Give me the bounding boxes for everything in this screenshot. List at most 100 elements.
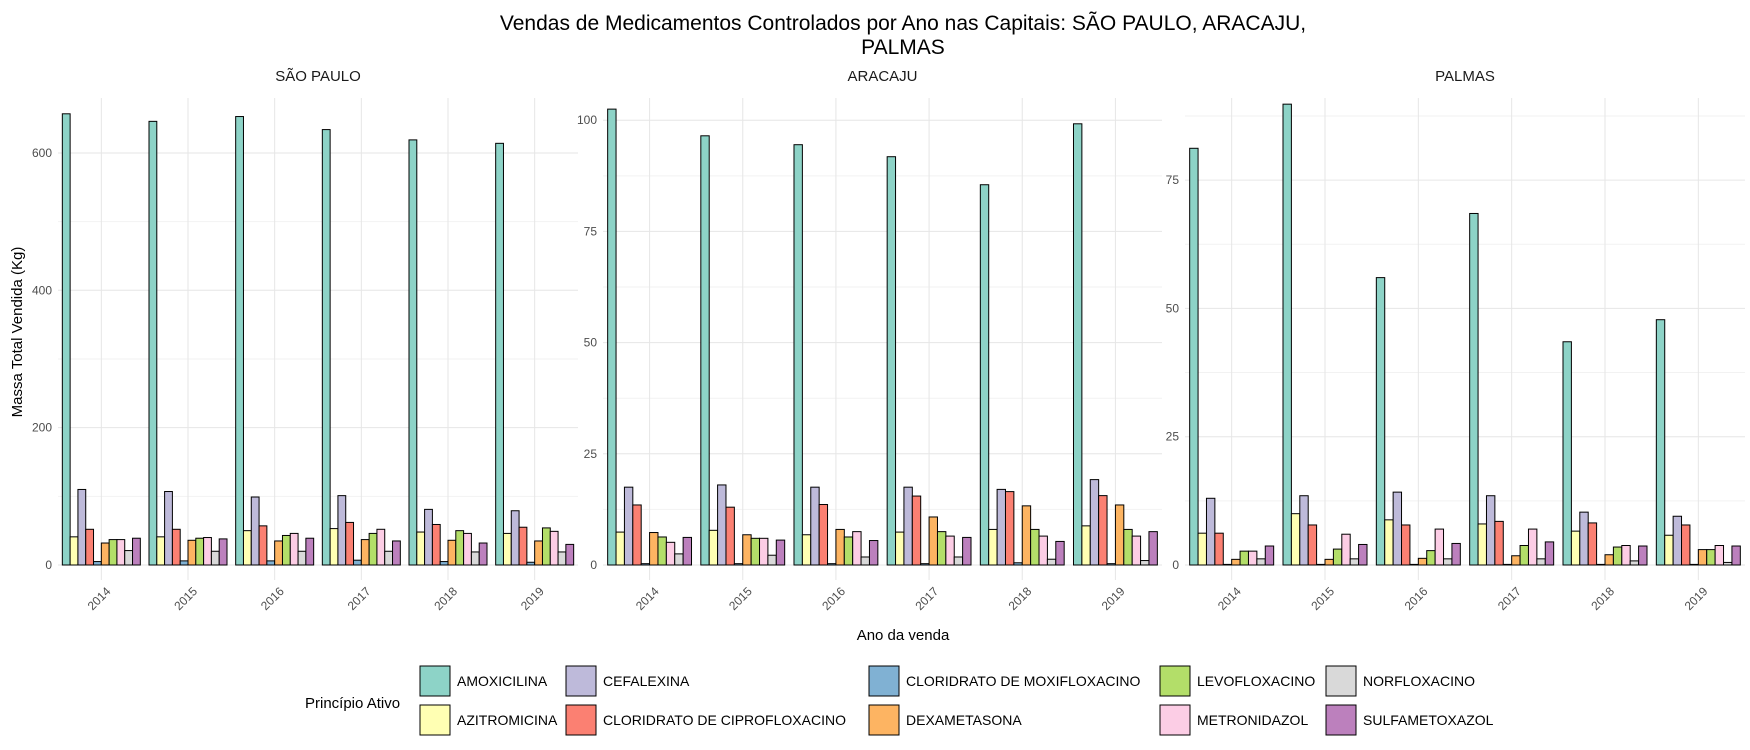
legend-swatch-amoxicilina: [419, 665, 451, 697]
bar-sao-paulo-2015-cloridrato-de-moxifloxacino: [179, 560, 189, 566]
x-tick-label: 2017: [1495, 584, 1524, 613]
bar-palmas-2014-dexametasona: [1231, 558, 1241, 566]
bar-palmas-2018-norfloxacino: [1629, 560, 1640, 566]
legend-swatch-cloridrato-de-ciprofloxacino: [565, 704, 597, 736]
bar-aracaju-2018-cloridrato-de-ciprofloxacino: [1004, 491, 1015, 566]
bar-palmas-2019-amoxicilina: [1655, 319, 1666, 566]
y-tick-label: 600: [32, 146, 52, 160]
bar-palmas-2019-azitromicina: [1664, 534, 1674, 566]
bar-aracaju-2018-azitromicina: [988, 528, 998, 566]
bar-sao-paulo-2014-cloridrato-de-moxifloxacino: [93, 561, 102, 566]
bar-palmas-2018-levofloxacino: [1612, 546, 1623, 566]
bar-aracaju-2014-dexametasona: [649, 532, 659, 566]
bar-palmas-2017-cefalexina: [1485, 495, 1496, 566]
y-axis-label: Massa Total Vendida (Kg): [9, 247, 26, 418]
bar-sao-paulo-2015-levofloxacino: [195, 537, 205, 566]
bar-sao-paulo-2016-azitromicina: [242, 530, 252, 566]
bar-palmas-2018-cloridrato-de-ciprofloxacino: [1587, 522, 1598, 566]
bar-palmas-2015-sulfametoxazol: [1358, 543, 1368, 566]
legend: AMOXICILINA AZITROMICINA CEFALEXINA CLORIDR…: [419, 665, 1494, 736]
bar-aracaju-2019-metronidazol: [1131, 535, 1142, 566]
bar-palmas-2018-sulfametoxazol: [1638, 545, 1648, 566]
bar-palmas-2017-dexametasona: [1511, 555, 1521, 566]
bar-sao-paulo-2019-cloridrato-de-ciprofloxacino: [518, 526, 528, 566]
bar-aracaju-2018-cloridrato-de-moxifloxacino: [1013, 562, 1023, 566]
bar-palmas-2018-azitromicina: [1570, 530, 1581, 566]
legend-item-levofloxacino: LEVOFLOXACINO: [1159, 665, 1315, 697]
bar-palmas-2018-dexametasona: [1604, 554, 1614, 566]
bar-palmas-2019-cefalexina: [1672, 515, 1683, 566]
y-tick-label: 75: [1166, 173, 1180, 187]
bar-palmas-2015-amoxicilina: [1282, 103, 1292, 566]
bar-palmas-2016-azitromicina: [1384, 519, 1394, 566]
bar-sao-paulo-2016-amoxicilina: [235, 116, 244, 566]
panels-group: SÃO PAULO 0 200 400 600 2014 2015 2016 2017 2018 2…: [32, 68, 1745, 613]
bar-aracaju-2016-amoxicilina: [793, 144, 803, 566]
x-tick-label: 2016: [258, 584, 287, 613]
bar-aracaju-2015-sulfametoxazol: [775, 539, 786, 566]
legend-item-azitromicina: AZITROMICINA: [419, 704, 558, 736]
bar-sao-paulo-2019-levofloxacino: [541, 527, 551, 566]
bar-sao-paulo-2015-cloridrato-de-ciprofloxacino: [171, 528, 181, 566]
bar-sao-paulo-2017-norfloxacino: [384, 550, 394, 566]
legend-swatch-levofloxacino: [1159, 665, 1191, 697]
bar-palmas-2014-metronidazol: [1247, 550, 1258, 566]
bar-palmas-2017-azitromicina: [1477, 523, 1487, 566]
x-tick-label: 2019: [1099, 584, 1128, 613]
bar-aracaju-2017-cloridrato-de-ciprofloxacino: [911, 495, 922, 566]
x-tick-label: 2014: [85, 584, 114, 613]
bar-palmas-2017-cloridrato-de-moxifloxacino: [1502, 563, 1513, 566]
bar-aracaju-2017-azitromicina: [895, 531, 905, 566]
bar-sao-paulo-2016-cefalexina: [250, 496, 260, 566]
bar-palmas-2016-cloridrato-de-ciprofloxacino: [1401, 524, 1411, 566]
x-tick-label: 2015: [726, 584, 755, 613]
y-tick-label: 25: [1166, 430, 1180, 444]
x-tick-label: 2017: [345, 584, 374, 613]
bar-palmas-2015-metronidazol: [1341, 533, 1351, 566]
bar-palmas-2017-norfloxacino: [1536, 558, 1546, 566]
bar-aracaju-2014-cloridrato-de-ciprofloxacino: [632, 504, 642, 566]
bar-palmas-2015-cefalexina: [1299, 495, 1309, 566]
bar-aracaju-2015-metronidazol: [759, 537, 769, 566]
bar-aracaju-2017-norfloxacino: [953, 556, 964, 566]
bar-palmas-2017-levofloxacino: [1519, 545, 1529, 566]
bar-sao-paulo-2018-azitromicina: [416, 531, 426, 566]
legend-swatch-cefalexina: [565, 665, 597, 697]
bar-palmas-2018-amoxicilina: [1562, 341, 1572, 566]
y-tick-label: 0: [590, 558, 597, 572]
bar-sao-paulo-2017-sulfametoxazol: [392, 540, 401, 566]
bar-aracaju-2016-levofloxacino: [843, 536, 854, 566]
bar-aracaju-2015-cloridrato-de-ciprofloxacino: [725, 506, 735, 566]
bar-palmas-2019-metronidazol: [1714, 545, 1725, 566]
bar-palmas-2014-cefalexina: [1205, 497, 1216, 566]
bar-sao-paulo-2015-amoxicilina: [148, 120, 158, 566]
bar-sao-paulo-2015-azitromicina: [156, 536, 166, 566]
y-tick-label: 0: [45, 558, 52, 572]
bar-aracaju-2014-sulfametoxazol: [682, 536, 693, 566]
bar-palmas-2015-azitromicina: [1290, 513, 1301, 566]
bar-sao-paulo-2016-sulfametoxazol: [305, 537, 315, 566]
legend-swatch-metronidazol: [1159, 704, 1191, 736]
bar-palmas-2014-levofloxacino: [1239, 550, 1249, 566]
bar-aracaju-2017-amoxicilina: [886, 156, 897, 566]
bar-palmas-2015-levofloxacino: [1332, 548, 1343, 566]
bar-sao-paulo-2014-azitromicina: [69, 536, 79, 566]
bar-palmas-2015-cloridrato-de-moxifloxacino: [1316, 563, 1326, 566]
legend-item-cloridrato-de-ciprofloxacino: CLORIDRATO DE CIPROFLOXACINO: [565, 704, 846, 736]
panel-sao-paulo: SÃO PAULO 0 200 400 600 2014 2015 2016 2017 2018 2…: [32, 68, 578, 613]
bar-aracaju-2016-azitromicina: [801, 534, 812, 566]
bar-palmas-2017-cloridrato-de-ciprofloxacino: [1494, 520, 1504, 566]
bar-sao-paulo-2014-cefalexina: [77, 488, 87, 566]
bar-palmas-2016-amoxicilina: [1375, 277, 1386, 566]
bar-aracaju-2019-azitromicina: [1081, 525, 1091, 566]
legend-swatch-azitromicina: [419, 704, 451, 736]
bar-aracaju-2019-dexametasona: [1114, 504, 1125, 566]
x-tick-label: 2015: [1308, 584, 1337, 613]
bar-sao-paulo-2019-azitromicina: [502, 532, 512, 566]
legend-swatch-norfloxacino: [1325, 665, 1357, 697]
bar-sao-paulo-2017-azitromicina: [329, 528, 339, 566]
panel-aracaju: ARACAJU 0 25 50 75 100 2014 2015 2016 2017 2018 201…: [577, 68, 1162, 613]
legend-label-cloridrato-de-ciprofloxacino: CLORIDRATO DE CIPROFLOXACINO: [603, 712, 846, 728]
chart-title-line1: Vendas de Medicamentos Controlados por A…: [500, 11, 1306, 35]
